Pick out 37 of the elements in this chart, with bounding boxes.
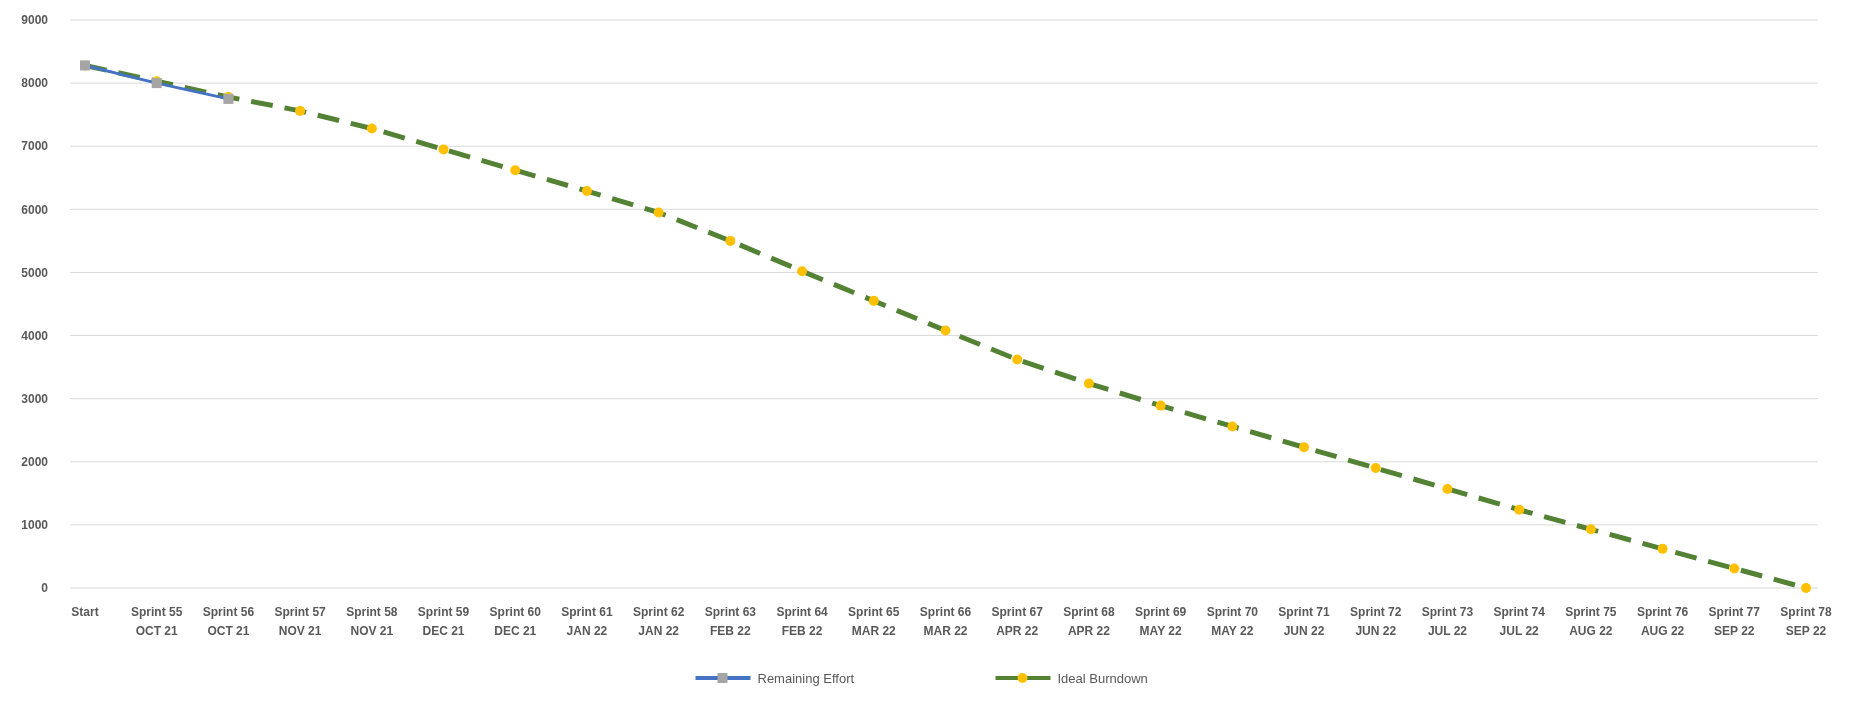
y-tick-label: 2000: [21, 454, 49, 469]
y-tick-label: 8000: [21, 76, 49, 91]
x-tick-label: Sprint 64 FEB 22: [776, 605, 829, 638]
x-tick-label: Sprint 62 JAN 22: [632, 605, 685, 638]
y-tick-label: 6000: [21, 202, 49, 217]
y-tick-label: 7000: [21, 139, 49, 154]
x-tick-label: Sprint 58 NOV 21: [346, 605, 398, 638]
x-tick-label: Start: [71, 605, 99, 619]
x-tick-label: Sprint 60 DEC 21: [489, 605, 542, 638]
x-tick-label: Sprint 67 APR 22: [991, 605, 1044, 638]
y-tick-label: 3000: [21, 391, 49, 406]
legend-label: Ideal Burndown: [1057, 670, 1148, 686]
y-tick-label: 5000: [21, 265, 49, 280]
x-tick-label: Sprint 76 AUG 22: [1636, 605, 1689, 638]
x-tick-label: Sprint 73 JUL 22: [1421, 605, 1474, 638]
x-tick-label: Sprint 55 OCT 21: [131, 605, 183, 638]
x-tick-label: Sprint 63 FEB 22: [704, 605, 757, 638]
y-tick-label: 1000: [21, 518, 49, 533]
x-tick-label: Sprint 78 SEP 22: [1780, 605, 1832, 638]
x-tick-label: Sprint 56 OCT 21: [202, 605, 255, 638]
x-tick-label: Sprint 74 JUL 22: [1493, 605, 1546, 638]
x-tick-label: Sprint 71 JUN 22: [1278, 605, 1331, 638]
x-tick-label: Sprint 72 JUN 22: [1350, 605, 1402, 638]
x-tick-label: Sprint 69 MAY 22: [1134, 605, 1187, 638]
x-tick-label: Sprint 65 MAR 22: [848, 605, 900, 638]
x-tick-label: Sprint 68 APR 22: [1063, 605, 1115, 638]
x-tick-label: Sprint 70 MAY 22: [1206, 605, 1259, 638]
legend-label: Remaining Effort: [757, 670, 855, 686]
x-tick-label: Sprint 66 MAR 22: [919, 605, 972, 638]
x-tick-label: Sprint 75 AUG 22: [1565, 605, 1617, 638]
y-tick-label: 9000: [21, 13, 49, 28]
y-tick-label: 4000: [21, 328, 49, 343]
x-tick-label: Sprint 61 JAN 22: [561, 605, 613, 638]
x-tick-label: Sprint 77 SEP 22: [1708, 605, 1761, 638]
x-tick-label: Sprint 57 NOV 21: [274, 605, 327, 638]
y-tick-label: 0: [41, 581, 49, 596]
x-tick-label: Sprint 59 DEC 21: [417, 605, 470, 638]
